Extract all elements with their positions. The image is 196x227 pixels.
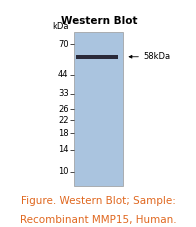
Text: 33: 33 [58,89,69,98]
Text: 26: 26 [58,105,69,114]
Text: 58kDa: 58kDa [143,52,170,61]
Text: Recombinant MMP15, Human.: Recombinant MMP15, Human. [20,215,176,225]
Text: 18: 18 [58,129,69,138]
Bar [74,32,123,186]
Text: 22: 22 [58,116,69,125]
Text: Western Blot: Western Blot [61,16,137,26]
Text: 70: 70 [58,40,69,49]
Text: 44: 44 [58,70,69,79]
Text: 14: 14 [58,145,69,154]
Text: Figure. Western Blot; Sample:: Figure. Western Blot; Sample: [21,196,175,206]
Text: 10: 10 [58,167,69,176]
Bar [76,55,118,59]
Text: kDa: kDa [52,22,69,31]
